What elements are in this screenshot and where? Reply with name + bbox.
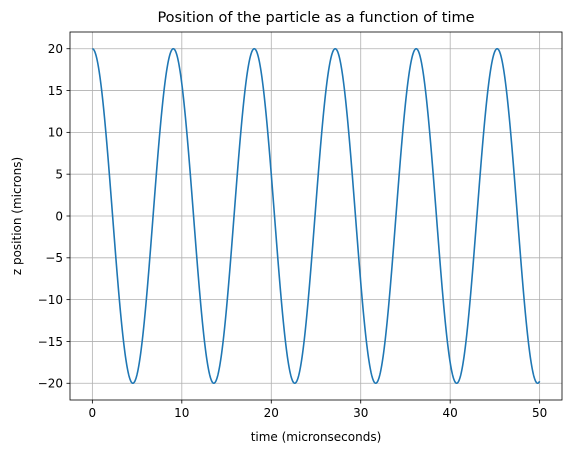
y-tick-label: 10	[48, 126, 63, 140]
y-tick-label: −20	[38, 377, 63, 391]
x-tick-label: 30	[353, 406, 368, 420]
x-tick-label: 0	[89, 406, 97, 420]
x-axis-label: time (micronseconds)	[251, 430, 382, 444]
x-tick-label: 40	[443, 406, 458, 420]
y-tick-label: 5	[55, 167, 63, 181]
y-tick-label: −5	[45, 251, 63, 265]
chart-title: Position of the particle as a function o…	[157, 10, 474, 26]
series-line	[92, 47, 541, 385]
y-tick-label: 15	[48, 84, 63, 98]
x-tick-label: 20	[264, 406, 279, 420]
y-tick-label: −15	[38, 335, 63, 349]
x-tick-label: 50	[532, 406, 547, 420]
plot-area	[92, 47, 541, 385]
x-axis: 0 10 20 30 40 50	[89, 400, 547, 420]
y-axis-label: z position (microns)	[10, 157, 24, 275]
grid	[70, 32, 562, 400]
y-tick-label: −10	[38, 293, 63, 307]
y-tick-label: 20	[48, 42, 63, 56]
x-tick-label: 10	[174, 406, 189, 420]
y-axis: 20 15 10 5 0 −5 −10 −15 −20	[38, 42, 70, 391]
y-tick-label: 0	[55, 209, 63, 223]
